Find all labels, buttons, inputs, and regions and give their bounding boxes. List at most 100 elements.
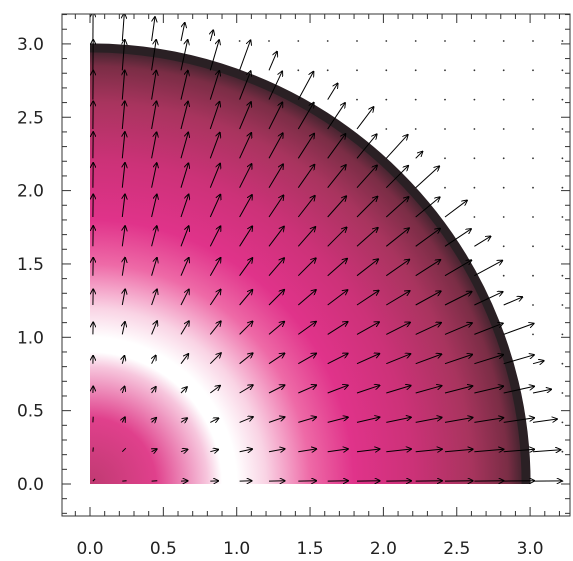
vector-dot <box>209 11 211 13</box>
vector-dot <box>180 11 182 13</box>
vector-arrow <box>327 385 348 394</box>
vector-arrow <box>268 417 285 423</box>
vector-arrow <box>152 449 157 452</box>
vector-arrow <box>151 289 158 306</box>
vector-arrow <box>209 71 219 100</box>
vector-arrow <box>209 289 221 306</box>
vector-arrow <box>151 70 157 100</box>
vector-arrow <box>268 164 283 188</box>
vector-arrow <box>239 164 252 188</box>
vector-arrow <box>268 385 285 394</box>
vector-dot <box>561 304 564 306</box>
vector-arrow <box>532 389 552 394</box>
vector-arrow <box>210 450 218 452</box>
vector-arrow <box>356 196 378 218</box>
vector-arrow <box>122 101 125 130</box>
vector-arrow <box>356 322 379 335</box>
vector-dot <box>268 11 270 13</box>
vector-arrow <box>385 166 408 189</box>
vector-dot <box>532 304 534 306</box>
vector-arrow <box>210 386 220 394</box>
vector-dot <box>385 128 388 130</box>
vector-dot <box>532 11 534 13</box>
vector-arrow <box>327 290 348 306</box>
vector-arrow <box>385 197 409 218</box>
vector-arrow <box>532 419 557 423</box>
vector-dot <box>414 98 417 101</box>
vector-dot <box>561 98 564 101</box>
vector-arrow <box>356 417 380 423</box>
vector-dot <box>473 128 476 130</box>
vector-arrow <box>122 163 125 188</box>
vector-dot <box>502 274 505 277</box>
vector-arrow <box>327 134 346 159</box>
vector-arrow <box>415 417 442 423</box>
vector-arrow <box>327 417 349 423</box>
vector-dot <box>561 245 564 248</box>
vector-arrow <box>180 70 188 100</box>
vector-arrow <box>180 101 188 130</box>
vector-dot <box>415 11 417 13</box>
vector-arrow <box>327 259 348 277</box>
vector-dot <box>239 11 241 13</box>
vector-dot <box>502 245 505 248</box>
y-tick-label: 0.0 <box>17 475 44 495</box>
vector-arrow <box>209 353 221 365</box>
vector-dot <box>444 11 446 13</box>
axes: 0.0 0.5 1.0 1.5 2.0 2.5 3.0 0.0 0.5 1.0 1.5 2.0 2.5 3… <box>17 14 570 559</box>
y-tick-label: 2.0 <box>17 182 44 202</box>
vector-dot <box>414 69 417 72</box>
vector-arrow <box>239 321 253 335</box>
vector-arrow <box>444 200 467 218</box>
vector-arrow <box>122 14 124 42</box>
vector-arrow <box>180 132 188 159</box>
vector-dot <box>121 11 123 13</box>
vector-arrow <box>444 260 472 277</box>
vector-arrow <box>180 258 189 276</box>
x-tick-label: 2.0 <box>370 539 397 559</box>
vector-dot <box>561 40 564 42</box>
vector-dot <box>532 245 534 248</box>
vector-arrow <box>239 71 251 100</box>
vector-arrow <box>209 321 221 335</box>
vector-arrow <box>180 163 189 188</box>
vector-arrow <box>474 236 490 247</box>
vector-arrow <box>151 163 157 188</box>
vector-arrow <box>532 361 544 364</box>
vector-arrow <box>122 257 125 276</box>
vector-arrow <box>386 417 411 423</box>
vector-arrow <box>180 321 189 335</box>
vector-arrow <box>268 321 285 335</box>
vector-arrow <box>386 354 410 365</box>
vector-dot <box>444 157 446 160</box>
vector-dot <box>297 69 300 72</box>
vector-arrow <box>210 418 218 422</box>
vector-dot <box>532 274 534 277</box>
x-tick-label: 0.5 <box>150 539 177 559</box>
vector-arrow <box>180 40 188 71</box>
x-tick-label: 0.0 <box>76 539 103 559</box>
vector-dot <box>444 186 446 189</box>
vector-arrow <box>180 418 187 422</box>
vector-dot <box>268 40 270 42</box>
vector-dot <box>561 450 564 453</box>
vector-dot <box>532 40 534 42</box>
vector-dot <box>532 98 534 101</box>
vector-arrow <box>151 321 158 335</box>
vector-arrow <box>152 418 157 423</box>
vector-arrow <box>297 133 314 159</box>
vector-dot <box>473 186 476 189</box>
vector-arrow <box>474 418 503 423</box>
vector-arrow <box>209 163 220 188</box>
vector-arrow <box>180 23 185 42</box>
vector-arrow <box>268 71 282 100</box>
vector-arrow <box>122 226 125 247</box>
vector-arrow <box>268 133 283 159</box>
vector-arrow <box>327 227 347 247</box>
vector-arrow <box>327 103 346 130</box>
vector-dot <box>561 362 564 365</box>
vector-arrow <box>415 291 441 306</box>
vector-arrow <box>444 229 471 247</box>
vector-dot <box>385 69 388 72</box>
vector-arrow <box>239 385 254 394</box>
